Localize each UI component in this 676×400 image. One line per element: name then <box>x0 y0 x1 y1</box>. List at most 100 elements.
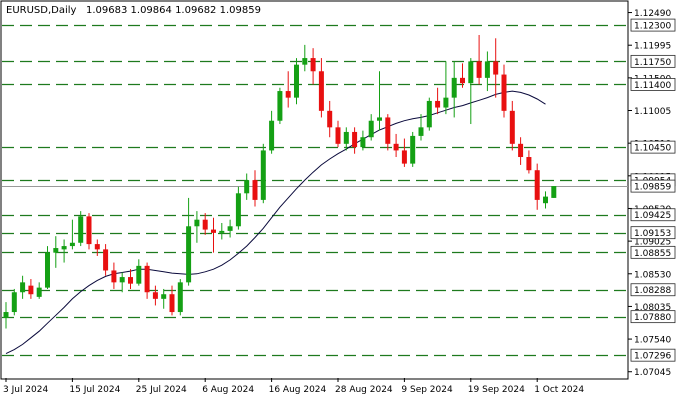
candle <box>161 288 167 309</box>
candle <box>352 127 358 154</box>
candle <box>28 279 34 299</box>
ohlc-values: 1.09683 1.09864 1.09682 1.09859 <box>86 5 261 16</box>
candle-body <box>20 282 26 293</box>
candle-body <box>103 249 109 271</box>
candle-body <box>468 61 474 84</box>
candle <box>69 219 75 250</box>
candle-body <box>543 196 548 204</box>
candle-body <box>401 150 407 164</box>
level-label: 1.11750 <box>630 54 676 68</box>
level-label: 1.07880 <box>630 310 676 324</box>
candle-body <box>451 77 457 98</box>
candle <box>310 48 316 85</box>
candle-body <box>526 157 532 171</box>
candle-body <box>119 277 125 283</box>
candle-body <box>493 61 499 75</box>
x-axis: 3 Jul 2024 15 Jul 2024 25 Jul 2024 6 Aug 20… <box>3 378 584 395</box>
ma-line <box>5 90 546 355</box>
candle-body <box>385 117 391 144</box>
candle <box>401 138 407 167</box>
candle-body <box>227 226 233 231</box>
level-label-text: 1.08288 <box>634 286 671 296</box>
candle <box>551 186 557 198</box>
candle-body <box>45 252 50 288</box>
level-label-text: 1.08855 <box>634 249 671 259</box>
candle-body <box>219 230 225 233</box>
level-label-text: 1.12300 <box>634 22 671 32</box>
level-label-box <box>630 78 676 91</box>
candle-body <box>476 61 482 78</box>
level-label-box <box>630 140 676 154</box>
candle <box>269 110 275 154</box>
level-label: 1.11400 <box>630 78 676 91</box>
candle <box>476 34 482 85</box>
candle-body <box>11 292 17 313</box>
candle <box>543 191 548 209</box>
candle-body <box>509 110 515 144</box>
candle <box>119 272 125 293</box>
candle <box>484 51 490 92</box>
candle-body <box>235 193 241 227</box>
x-tick-label: 15 Jul 2024 <box>69 385 120 395</box>
candle <box>460 63 465 88</box>
level-label-box <box>630 245 676 259</box>
candle <box>169 285 175 316</box>
x-tick-label: 19 Sep 2024 <box>468 385 525 395</box>
candle <box>501 64 507 118</box>
candle <box>410 131 416 167</box>
candle <box>3 302 9 329</box>
candle-body <box>53 248 59 253</box>
level-label-text: 1.07880 <box>634 313 671 323</box>
candle <box>377 71 382 131</box>
candle <box>202 213 208 235</box>
level-label: 1.09425 <box>630 208 676 221</box>
level-label-box <box>630 310 676 324</box>
candle-body <box>534 170 540 200</box>
candle <box>393 133 399 158</box>
candle-body <box>460 77 465 84</box>
candle <box>443 61 449 115</box>
y-tick-label: 1.09025 <box>634 238 671 248</box>
candle <box>61 239 67 263</box>
candle <box>252 170 258 207</box>
level-label: 1.09153 <box>630 226 676 239</box>
candle <box>11 288 17 316</box>
candle <box>260 143 266 204</box>
candle-body <box>302 58 308 65</box>
x-tick-label: 16 Aug 2024 <box>269 385 327 395</box>
candle-body <box>186 226 192 283</box>
candle <box>136 259 142 286</box>
candle-body <box>169 294 175 313</box>
level-label-text: 1.11400 <box>634 81 671 91</box>
y-tick-label: 1.12490 <box>634 9 671 19</box>
candle-body <box>551 186 557 198</box>
candle-body <box>426 100 432 128</box>
candle-body <box>335 127 341 144</box>
horizontal-levels <box>2 24 628 357</box>
candle <box>327 100 333 138</box>
level-labels: 1.123001.117501.114001.104501.099541.094… <box>630 18 676 362</box>
level-label-box <box>630 54 676 68</box>
candle-body <box>484 61 490 78</box>
candle-body <box>360 137 366 148</box>
candle <box>285 71 291 108</box>
candle <box>509 100 515 151</box>
candle <box>368 114 374 141</box>
level-label: 1.08288 <box>630 283 676 296</box>
candle <box>36 282 42 299</box>
candle <box>20 275 26 299</box>
candle-body <box>327 110 333 128</box>
candle-body <box>410 135 416 164</box>
candle <box>493 38 499 98</box>
candle-body <box>352 131 358 148</box>
candle <box>53 236 59 268</box>
candle <box>194 211 200 243</box>
header-info: EURUSD,Daily 1.09683 1.09864 1.09682 1.0… <box>6 5 261 16</box>
level-label-text: 1.09153 <box>634 229 671 239</box>
candle <box>451 61 457 118</box>
candle-body <box>418 127 424 136</box>
candle-body <box>94 244 100 250</box>
candle-body <box>177 282 183 313</box>
level-label-box <box>630 348 676 362</box>
